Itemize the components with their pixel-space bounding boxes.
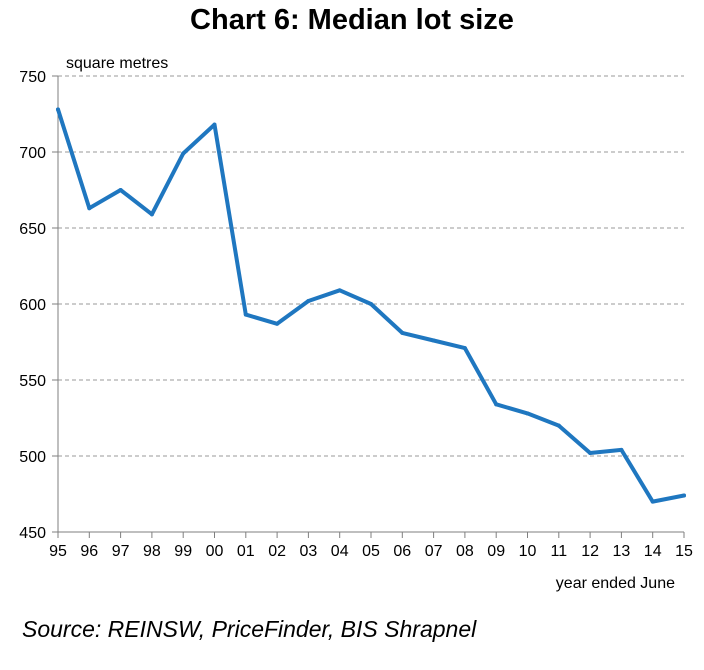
data-point <box>525 411 530 416</box>
x-tick-label: 03 <box>300 543 318 560</box>
y-axis-label: square metres <box>66 55 168 72</box>
y-tick-label: 650 <box>19 221 46 238</box>
x-tick-label: 96 <box>80 543 98 560</box>
data-point <box>275 321 280 326</box>
source-note: Source: REINSW, PriceFinder, BIS Shrapne… <box>22 616 477 642</box>
data-point <box>650 499 655 504</box>
x-tick-label: 01 <box>237 543 255 560</box>
x-tick-label: 95 <box>49 543 67 560</box>
y-tick-label: 750 <box>19 69 46 86</box>
x-tick-label: 10 <box>519 543 537 560</box>
data-point <box>400 330 405 335</box>
x-tick-label: 08 <box>456 543 474 560</box>
x-tick-label: 15 <box>675 543 693 560</box>
axes <box>52 75 685 538</box>
data-point <box>337 288 342 293</box>
x-tick-labels: 95 96 97 98 99 00 01 02 03 04 05 06 07 08 09 10 11 12 13 14… <box>49 543 693 560</box>
data-point <box>682 493 686 498</box>
data-point <box>87 206 92 211</box>
data-point <box>56 107 60 112</box>
data-point <box>462 346 467 351</box>
series-layer <box>56 107 686 504</box>
data-point <box>118 188 123 192</box>
data-point <box>556 423 561 428</box>
y-tick-label: 550 <box>19 373 46 390</box>
data-point <box>149 212 154 217</box>
data-point <box>243 312 248 317</box>
x-tick-label: 04 <box>331 543 349 560</box>
x-tick-label: 99 <box>174 543 192 560</box>
x-tick-label: 07 <box>425 543 443 560</box>
x-tick-label: 13 <box>613 543 631 560</box>
x-tick-label: 97 <box>112 543 130 560</box>
data-point <box>588 450 593 455</box>
gridlines <box>58 75 684 457</box>
y-tick-label: 600 <box>19 297 46 314</box>
x-axis-label: year ended June <box>556 575 675 592</box>
data-point <box>181 151 186 156</box>
x-tick-label: 00 <box>206 543 224 560</box>
y-tick-label: 450 <box>19 525 46 542</box>
x-tick-label: 14 <box>644 543 662 560</box>
x-tick-label: 12 <box>581 543 599 560</box>
x-tick-label: 98 <box>143 543 161 560</box>
data-point <box>306 298 311 303</box>
x-tick-label: 02 <box>268 543 286 560</box>
data-point <box>619 447 624 452</box>
data-point <box>369 302 373 306</box>
chart-title: Chart 6: Median lot size <box>190 4 514 36</box>
x-tick-label: 05 <box>362 543 380 560</box>
data-point <box>212 122 217 127</box>
x-tick-label: 11 <box>550 543 567 560</box>
data-point <box>431 338 436 343</box>
x-tick-label: 06 <box>393 543 411 560</box>
x-tick-label: 09 <box>487 543 505 560</box>
y-tick-label: 700 <box>19 145 46 162</box>
y-tick-labels: 450 500 550 600 650 700 750 <box>19 69 46 542</box>
y-tick-label: 500 <box>19 449 46 466</box>
data-point <box>494 402 499 407</box>
